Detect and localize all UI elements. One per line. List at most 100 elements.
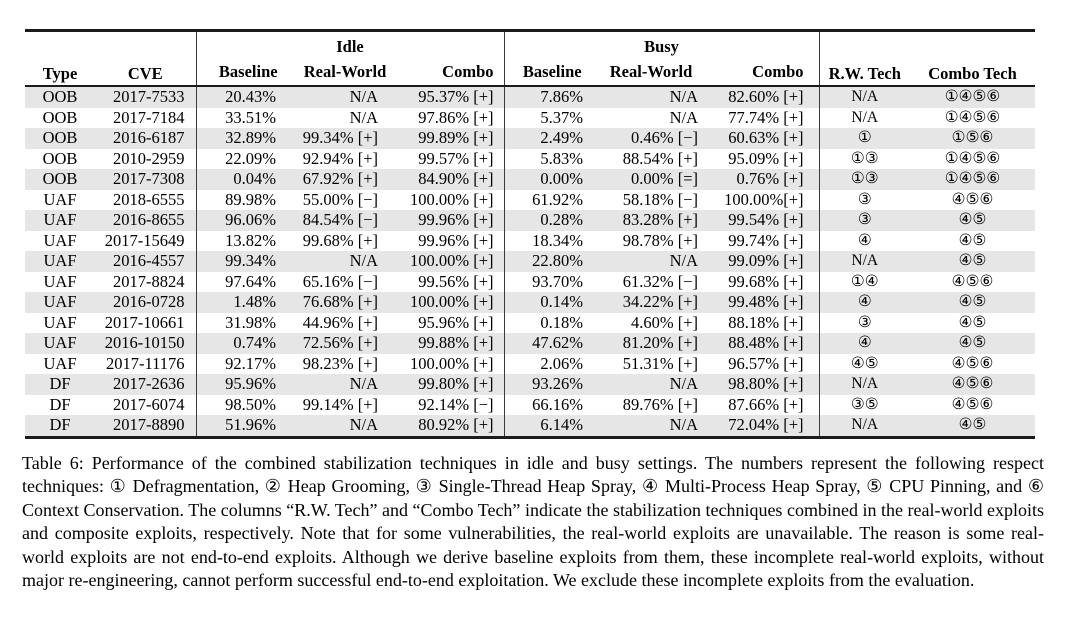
- table-row: OOB 2017-7533 20.43% N/A 95.37% [+] 7.86% N/A 8…: [25, 86, 1036, 108]
- cell-busy-baseline: 61.92%: [503, 189, 601, 210]
- cell-busy-baseline: 0.14%: [503, 292, 601, 313]
- cell-busy-baseline: 2.06%: [503, 353, 601, 374]
- cell-idle-baseline: 1.48%: [195, 292, 300, 313]
- cell-busy-real-world: 88.54% [+]: [622, 148, 699, 168]
- cell-combo-tech: ④⑤: [958, 252, 987, 269]
- cell-idle-baseline: 0.74%: [195, 333, 300, 354]
- cell-busy-combo: 98.80% [+]: [728, 374, 804, 393]
- table-row: UAF 2016-0728 1.48% 76.68% [+] 100.00% [+] 0.…: [25, 292, 1036, 313]
- cell-busy-baseline: 22.80%: [503, 251, 601, 272]
- cell-cve: 2017-11176: [105, 353, 185, 373]
- cell-busy-real-world: 83.28% [+]: [622, 210, 699, 229]
- cell-type: OOB: [42, 148, 78, 168]
- cell-idle-combo: 95.96% [+]: [418, 312, 494, 332]
- table-row: OOB 2017-7308 0.04% 67.92% [+] 84.90% [+] 0.0…: [25, 169, 1036, 190]
- cell-rw-tech: ④⑤: [818, 353, 911, 374]
- cell-busy-combo: 99.09% [+]: [728, 251, 804, 270]
- table-row: DF 2017-2636 95.96% N/A 99.80% [+] 93.26% N/A 9…: [25, 374, 1036, 395]
- col-header-cve: CVE: [95, 30, 196, 87]
- cell-rw-tech: N/A: [818, 107, 911, 128]
- cell-cve: 2016-0728: [113, 292, 185, 311]
- cell-type: DF: [49, 415, 71, 434]
- col-header-idle-real-world: Real-World: [300, 58, 390, 87]
- cell-busy-combo: 60.63% [+]: [728, 128, 804, 147]
- cell-idle-real-world: 65.16% [−]: [302, 271, 378, 291]
- cell-busy-baseline: 93.70%: [503, 271, 601, 292]
- cell-idle-combo: 92.14% [−]: [418, 394, 494, 414]
- cell-rw-tech: ③: [818, 210, 911, 231]
- cell-type: UAF: [43, 312, 77, 332]
- cell-type: OOB: [42, 87, 78, 106]
- page: Type CVE Idle Busy R.W. Tech Combo Tech …: [22, 29, 1044, 590]
- cell-rw-tech: ①: [818, 128, 911, 149]
- cell-cve: 2010-2959: [113, 148, 185, 168]
- cell-busy-baseline: 7.86%: [503, 86, 601, 108]
- cell-cve: 2017-10661: [104, 312, 185, 332]
- cell-busy-combo: 88.18% [+]: [728, 312, 804, 332]
- cell-idle-combo: 99.89% [+]: [418, 128, 494, 147]
- cell-busy-real-world: 4.60% [+]: [630, 312, 699, 332]
- cell-idle-real-world: 92.94% [+]: [302, 148, 378, 168]
- results-table: Type CVE Idle Busy R.W. Tech Combo Tech …: [25, 29, 1036, 439]
- cell-rw-tech: ①④: [818, 271, 911, 292]
- cell-cve: 2016-8655: [113, 210, 185, 229]
- cell-busy-combo: 72.04% [+]: [728, 415, 804, 434]
- col-header-type: Type: [25, 30, 95, 87]
- cell-rw-tech: N/A: [818, 415, 911, 437]
- cell-busy-combo: 77.74% [+]: [728, 107, 804, 127]
- cell-busy-baseline: 18.34%: [503, 230, 601, 251]
- cell-rw-tech: ③: [818, 189, 911, 210]
- cell-idle-baseline: 20.43%: [195, 86, 300, 108]
- cell-busy-baseline: 0.18%: [503, 312, 601, 333]
- cell-busy-baseline: 5.37%: [503, 107, 601, 128]
- cell-idle-combo: 99.88% [+]: [418, 333, 494, 352]
- cell-combo-tech: ①④⑤⑥: [944, 170, 1001, 187]
- cell-combo-tech: ④⑤: [958, 293, 987, 310]
- cell-cve: 2018-6555: [113, 189, 185, 209]
- table-row: OOB 2010-2959 22.09% 92.94% [+] 99.57% [+] 5.…: [25, 148, 1035, 169]
- cell-cve: 2017-7533: [113, 87, 185, 106]
- cell-rw-tech: ①③: [818, 169, 911, 190]
- cell-busy-real-world: N/A: [669, 107, 699, 127]
- table-row: UAF 2016-10150 0.74% 72.56% [+] 99.88% [+] 47…: [25, 333, 1036, 354]
- table-body: OOB 2017-7533 20.43% N/A 95.37% [+] 7.86% N/A 8…: [25, 86, 1036, 437]
- cell-combo-tech: ④⑤: [958, 313, 987, 331]
- cell-busy-real-world: N/A: [669, 374, 699, 393]
- cell-idle-real-world: 99.34% [+]: [302, 128, 378, 147]
- cell-idle-baseline: 95.96%: [195, 374, 300, 395]
- cell-busy-real-world: 0.46% [−]: [630, 128, 699, 147]
- table-row: OOB 2017-7184 33.51% N/A 97.86% [+] 5.37% N/A 7…: [25, 107, 1035, 128]
- cell-busy-real-world: N/A: [669, 87, 699, 106]
- cell-idle-combo: 100.00% [+]: [409, 292, 494, 311]
- cell-combo-tech: ④⑤: [958, 231, 987, 249]
- cell-type: UAF: [43, 230, 77, 250]
- table-row: UAF 2017-15649 13.82% 99.68% [+] 99.96% [+] 1…: [25, 230, 1035, 251]
- cell-idle-real-world: N/A: [349, 415, 378, 434]
- cell-busy-baseline: 47.62%: [503, 333, 601, 354]
- cell-idle-baseline: 99.34%: [195, 251, 300, 272]
- cell-rw-tech: N/A: [818, 86, 911, 108]
- cell-idle-baseline: 51.96%: [195, 415, 300, 437]
- cell-cve: 2016-4557: [113, 251, 185, 270]
- cell-idle-combo: 95.37% [+]: [418, 87, 494, 106]
- cell-busy-real-world: N/A: [669, 415, 699, 434]
- cell-idle-combo: 99.96% [+]: [418, 210, 494, 229]
- table-row: UAF 2017-11176 92.17% 98.23% [+] 100.00% [+]…: [25, 353, 1035, 374]
- cell-idle-combo: 100.00% [+]: [409, 251, 494, 270]
- cell-idle-real-world: 99.68% [+]: [302, 230, 378, 250]
- cell-combo-tech: ④⑤⑥: [951, 395, 994, 413]
- table-row: OOB 2016-6187 32.89% 99.34% [+] 99.89% [+] 2.…: [25, 128, 1036, 149]
- cell-busy-real-world: 51.31% [+]: [622, 353, 699, 373]
- cell-idle-combo: 100.00% [+]: [409, 189, 494, 209]
- cell-combo-tech: ①④⑤⑥: [944, 149, 1001, 167]
- cell-cve: 2016-6187: [113, 128, 185, 147]
- cell-type: OOB: [42, 169, 78, 188]
- table-row: UAF 2018-6555 89.98% 55.00% [−] 100.00% [+] 6…: [25, 189, 1035, 210]
- cell-idle-combo: 97.86% [+]: [418, 107, 494, 127]
- cell-cve: 2017-7308: [113, 169, 185, 188]
- cell-combo-tech: ④⑤⑥: [951, 354, 994, 372]
- cell-idle-baseline: 98.50%: [195, 394, 300, 415]
- col-header-rw-tech: R.W. Tech: [818, 30, 911, 87]
- cell-cve: 2017-15649: [104, 230, 185, 250]
- cell-idle-baseline: 0.04%: [195, 169, 300, 190]
